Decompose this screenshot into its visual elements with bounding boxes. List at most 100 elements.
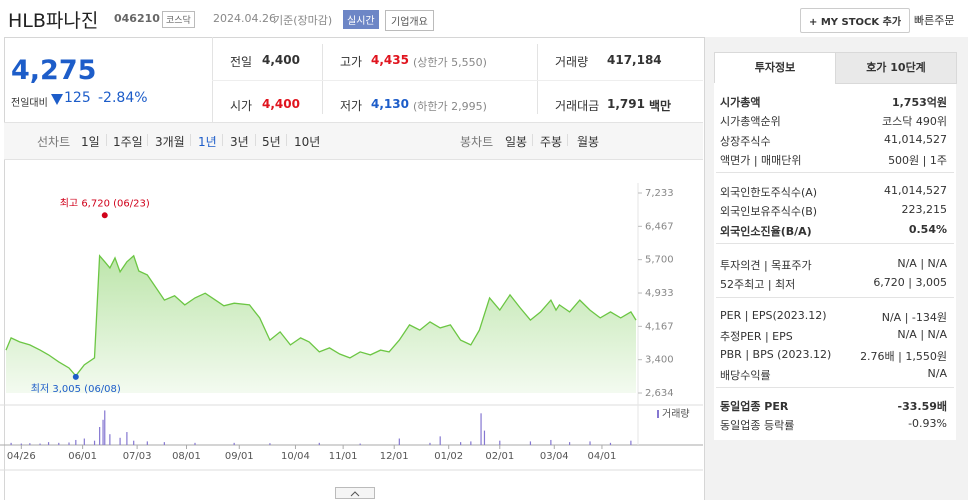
info-label: 동일업종 등락률 <box>720 419 795 433</box>
period-tab[interactable]: 1일 <box>81 135 100 149</box>
high-marker <box>101 212 108 219</box>
x-tick-label: 12/01 <box>380 451 409 462</box>
tab-separator <box>286 134 287 146</box>
realtime-button[interactable]: 실시간 <box>343 10 379 29</box>
candle-tab[interactable]: 일봉 <box>505 135 528 149</box>
period-tab[interactable]: 1년 <box>198 135 217 149</box>
candle-tab[interactable]: 주봉 <box>540 135 563 149</box>
low-marker <box>72 373 79 380</box>
volume-bar <box>99 427 101 445</box>
quote-label: 거래량 <box>555 55 589 69</box>
info-value: 41,014,527 <box>884 184 947 197</box>
info-value: -33.59배 <box>897 400 947 413</box>
info-label: 외국인한도주식수(A) <box>720 186 818 199</box>
info-label: 시가총액순위 <box>720 115 781 129</box>
volume-bar <box>460 442 462 445</box>
period-tab[interactable]: 3개월 <box>155 135 185 149</box>
tab-separator <box>190 134 191 146</box>
y-tick-label: 7,233 <box>645 188 674 199</box>
info-label: 시가총액 <box>720 96 761 109</box>
volume-bar <box>47 442 50 445</box>
info-value: 41,014,527 <box>884 132 947 146</box>
x-tick-label: 04/26 <box>7 451 36 462</box>
company-button[interactable]: 기업개요 <box>385 10 434 31</box>
info-value: N/A | N/A <box>897 328 947 342</box>
info-value: N/A | -134원 <box>881 311 947 324</box>
info-label: 외국인보유주식수(B) <box>720 205 818 219</box>
info-value: 2.76배 | 1,550원 <box>860 349 947 363</box>
volume-bar <box>75 439 77 445</box>
period-tab[interactable]: 3년 <box>230 135 249 149</box>
volume-bar <box>83 438 85 445</box>
y-tick-label: 2,634 <box>645 388 674 399</box>
market-badge: 코스닥 <box>162 11 195 28</box>
info-value: 500원 | 1주 <box>888 153 947 167</box>
volume-bar <box>589 441 591 445</box>
volume-bar <box>126 432 128 445</box>
date: 2024.04.26 <box>213 12 276 25</box>
volume-bar <box>10 442 12 445</box>
tab-header: 봉차트 <box>460 135 494 149</box>
side-card <box>714 52 956 440</box>
x-tick-label: 06/01 <box>68 451 97 462</box>
info-value: N/A | N/A <box>897 257 947 270</box>
volume-bar <box>194 442 196 445</box>
x-tick-label: 08/01 <box>172 451 201 462</box>
side-tab[interactable]: 투자정보 <box>714 52 836 83</box>
volume-bar <box>93 440 96 445</box>
volume-bar <box>119 437 121 445</box>
tab-header: 선차트 <box>37 135 71 149</box>
y-tick-label: 5,700 <box>645 255 674 266</box>
y-tick-label: 4,933 <box>645 288 674 299</box>
volume-bar <box>233 442 235 445</box>
x-tick-label: 11/01 <box>329 451 358 462</box>
volume-bar <box>146 441 148 445</box>
quote-label: 고가 <box>340 55 363 69</box>
volume-bar <box>29 443 31 445</box>
period-tab[interactable]: 5년 <box>262 135 281 149</box>
quote-value: 4,130 <box>371 97 409 111</box>
y-tick-label: 4,167 <box>645 321 674 332</box>
tab-separator <box>255 134 256 146</box>
volume-bar <box>109 434 111 445</box>
chart-tabs <box>4 122 703 160</box>
info-label: PER | EPS(2023.12) <box>720 309 827 322</box>
x-tick-label: 02/01 <box>485 451 514 462</box>
quote-value: 4,435 <box>371 53 409 67</box>
info-label: PBR | BPS (2023.12) <box>720 347 832 361</box>
change: 125 <box>64 90 91 106</box>
volume-bar <box>568 442 571 445</box>
volume-bar <box>398 438 400 445</box>
info-value: 코스닥 490위 <box>882 115 947 129</box>
stock-name: HLB파나진 <box>8 10 99 32</box>
quote-note: (하한가 2,995) <box>412 100 487 113</box>
volume-bar <box>550 439 552 445</box>
x-tick-label: 01/02 <box>434 451 463 462</box>
x-tick-label: 03/04 <box>540 451 569 462</box>
volume-bar <box>480 413 482 445</box>
side-tab[interactable]: 호가 10단계 <box>835 52 957 84</box>
price-box <box>4 37 213 122</box>
quote-value: 1,791 <box>607 97 645 111</box>
divider <box>716 296 954 298</box>
quick-order[interactable]: 빠른주문 <box>914 14 955 27</box>
change-label: 전일대비 <box>11 98 48 109</box>
volume-bar <box>439 436 441 445</box>
volume-bar <box>470 441 472 445</box>
volume-bar <box>318 442 320 445</box>
tab-separator <box>106 134 107 146</box>
info-value: -0.93% <box>908 417 947 431</box>
period-tab[interactable]: 1주일 <box>113 135 143 149</box>
candle-tab[interactable]: 월봉 <box>577 135 600 149</box>
down-arrow <box>51 94 63 105</box>
collapse-button[interactable] <box>335 487 375 499</box>
tab-separator <box>532 134 533 146</box>
basis: 기준(장마감) <box>273 14 333 27</box>
volume-bar <box>20 443 22 445</box>
stock-code: 046210 <box>114 12 160 25</box>
volume-bar <box>163 442 165 445</box>
volume-bar <box>58 442 60 445</box>
change-pct: -2.84% <box>98 90 148 106</box>
mystock-button[interactable]: + MY STOCK 추가 <box>800 8 911 33</box>
period-tab[interactable]: 10년 <box>294 135 321 149</box>
